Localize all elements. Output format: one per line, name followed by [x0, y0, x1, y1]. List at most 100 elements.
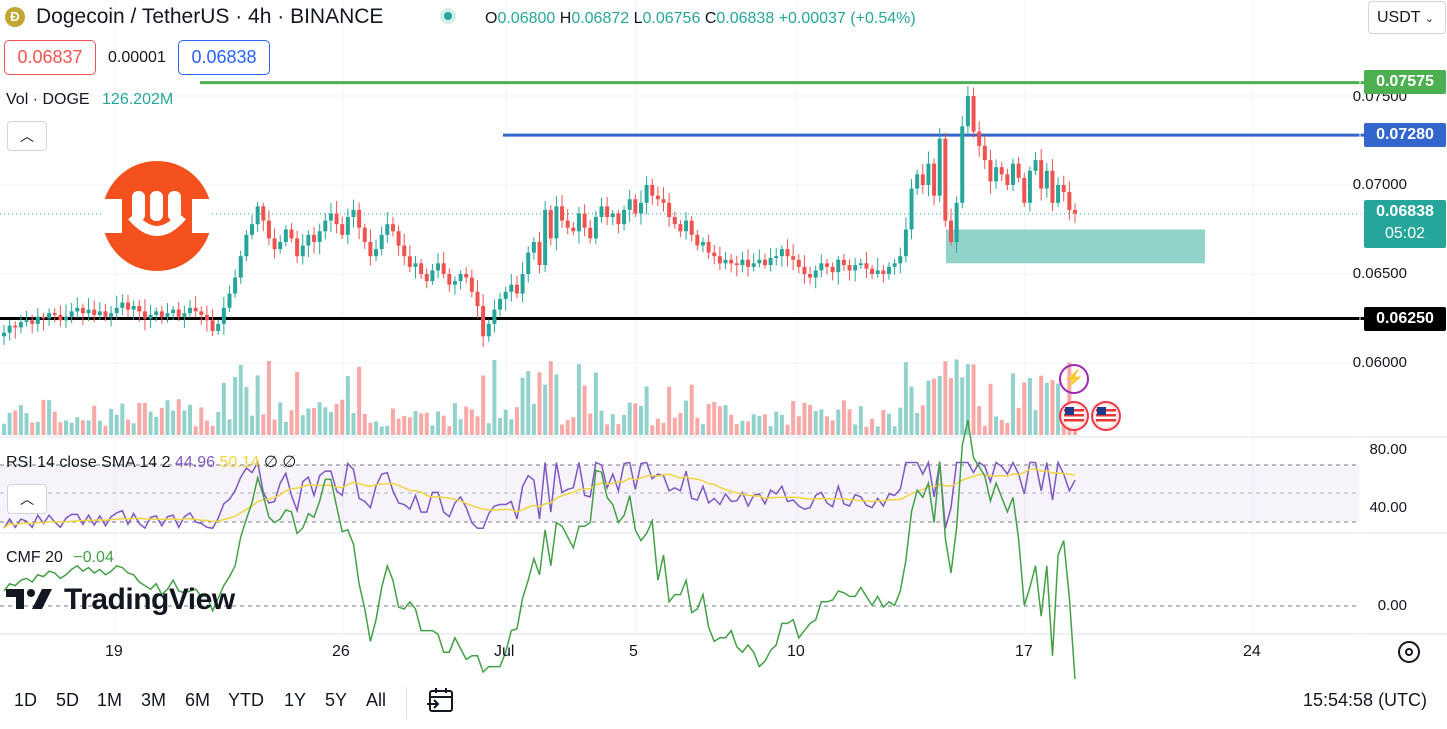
volume-bar — [131, 423, 136, 435]
candle-body — [148, 314, 153, 319]
candle-body — [182, 313, 187, 317]
volume-bar — [582, 385, 587, 435]
volume-bar — [255, 375, 260, 435]
collapse-rsi-button[interactable]: ︿ — [7, 484, 47, 514]
volume-bar — [633, 403, 638, 435]
candle-body — [892, 263, 897, 267]
rsi-sma-line — [3, 468, 1076, 529]
candle-body — [926, 163, 931, 185]
volume-bar — [706, 404, 711, 435]
volume-bar — [407, 417, 412, 435]
currency-select[interactable]: USDT ⌄ — [1368, 1, 1446, 34]
candle-body — [441, 263, 446, 274]
timeframe-5y[interactable]: 5Y — [325, 690, 348, 710]
collapse-legend-button[interactable]: ︿ — [7, 121, 47, 151]
volume-bar — [210, 425, 215, 435]
volume-bar — [436, 411, 441, 435]
price-tick: 0.07000 — [1352, 176, 1407, 193]
volume-bar — [622, 414, 627, 435]
candle-body — [385, 224, 390, 235]
volume-bar — [188, 404, 193, 435]
candle-body — [819, 263, 824, 271]
timeframe-5d[interactable]: 5D — [56, 690, 80, 710]
volume-bar — [69, 422, 74, 435]
candle-body — [58, 314, 63, 321]
utc-clock[interactable]: 15:54:58 (UTC) — [1303, 690, 1428, 710]
time-tick: 26 — [332, 643, 350, 660]
candle-body — [785, 249, 790, 257]
us-flag-event-icon[interactable] — [1091, 401, 1121, 431]
volume-bar — [92, 405, 97, 435]
candle-body — [374, 249, 379, 257]
timeframe-all[interactable]: All — [366, 690, 387, 710]
candle-body — [306, 234, 311, 246]
candle-body — [543, 209, 548, 266]
lightning-icon[interactable]: ⚡ — [1059, 364, 1089, 394]
candle-body — [47, 313, 52, 319]
go-to-date-icon[interactable] — [426, 687, 456, 715]
volume-bar — [988, 383, 993, 435]
volume-bar — [503, 409, 508, 435]
volume-bar — [785, 424, 790, 435]
time-tick: 24 — [1243, 643, 1261, 660]
timeframe-1d[interactable]: 1D — [14, 690, 38, 710]
candle-body — [841, 259, 846, 266]
candle-body — [64, 316, 69, 321]
candle-body — [283, 229, 288, 242]
volume-bar — [965, 364, 970, 435]
candle-body — [808, 274, 813, 278]
timeframe-6m[interactable]: 6M — [185, 690, 211, 710]
us-flag-event-icon[interactable] — [1059, 401, 1089, 431]
volume-legend: Vol · DOGE 126.202M — [6, 91, 174, 108]
timeframe-1m[interactable]: 1M — [97, 690, 123, 710]
volume-bar — [328, 411, 333, 435]
candle-body — [278, 241, 283, 250]
volume-bar — [520, 377, 525, 435]
candle-body — [413, 263, 418, 267]
volume-bar — [548, 361, 553, 435]
candle-body — [2, 332, 6, 337]
candle-body — [80, 307, 85, 314]
candle-body — [802, 266, 807, 274]
volume-bar — [114, 414, 119, 435]
volume-bar — [396, 418, 401, 435]
timeframe-ytd[interactable]: YTD — [228, 690, 264, 710]
volume-bar — [351, 412, 356, 435]
volume-bar — [458, 419, 463, 435]
candle-body — [554, 206, 559, 239]
volume-bar — [509, 419, 514, 435]
market-open-icon — [440, 8, 456, 24]
volume-bar — [278, 402, 283, 435]
candle-body — [13, 325, 18, 328]
volume-bar — [295, 371, 300, 435]
candle-body — [35, 316, 40, 324]
candle-body — [1027, 170, 1032, 203]
demand-zone — [946, 229, 1205, 264]
candle-body — [982, 145, 987, 161]
candle-body — [171, 309, 176, 314]
volume-bar — [52, 411, 57, 435]
volume-bar — [182, 410, 187, 435]
volume-bar — [368, 422, 373, 435]
volume-bar — [971, 364, 976, 435]
candle-body — [193, 307, 198, 312]
volume-bar — [227, 419, 232, 435]
settings-gear-icon[interactable] — [1398, 641, 1420, 663]
volume-bar — [142, 402, 147, 435]
volume-bar — [915, 412, 920, 435]
volume-bar — [441, 415, 446, 435]
volume-bar — [903, 362, 908, 435]
volume-bar — [1010, 373, 1015, 435]
volume-bar — [717, 406, 722, 435]
candle-body — [1061, 185, 1066, 193]
buy-button[interactable]: 0.06838 — [178, 40, 270, 75]
symbol-title[interactable]: Dogecoin / TetherUS · 4h · BINANCE — [36, 5, 384, 28]
timeframe-1y[interactable]: 1Y — [284, 690, 307, 710]
timeframe-3m[interactable]: 3M — [141, 690, 167, 710]
candle-body — [75, 307, 80, 312]
candle-body — [779, 249, 784, 257]
candle-body — [870, 268, 875, 274]
sell-button[interactable]: 0.06837 — [4, 40, 96, 75]
candle-body — [999, 167, 1004, 175]
